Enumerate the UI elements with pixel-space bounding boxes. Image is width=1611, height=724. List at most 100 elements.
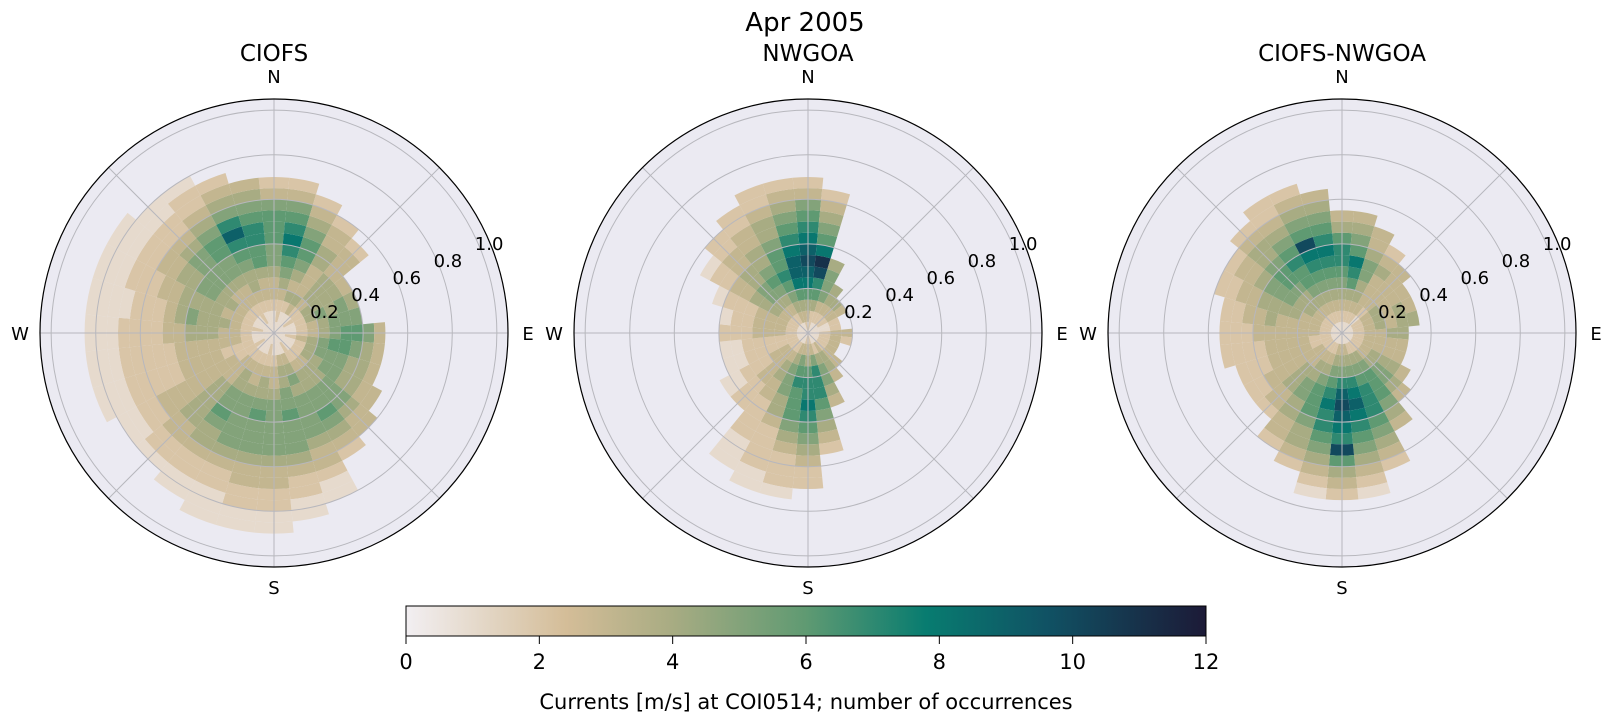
histogram-bin [744, 441, 773, 461]
histogram-bin [310, 254, 331, 273]
histogram-bin [274, 333, 278, 345]
histogram-bin [1350, 318, 1362, 328]
histogram-bin [772, 439, 798, 455]
histogram-bin [185, 340, 200, 359]
histogram-bin [1319, 396, 1336, 411]
histogram-bin [1273, 450, 1304, 472]
histogram-bin [744, 349, 759, 365]
angular-gridline [108, 332, 275, 499]
histogram-bin [263, 327, 274, 333]
histogram-bin [327, 313, 341, 328]
histogram-bin [810, 299, 818, 312]
histogram-bin [277, 342, 285, 355]
histogram-bin [203, 410, 227, 432]
histogram-bin [758, 264, 777, 282]
histogram-bin [165, 385, 188, 411]
histogram-bin [816, 338, 828, 348]
histogram-bin [730, 419, 756, 442]
histogram-bin [1332, 299, 1340, 312]
histogram-bin [1363, 323, 1376, 331]
histogram-bin [1312, 311, 1325, 323]
histogram-bin [1329, 364, 1339, 378]
histogram-bin [1220, 297, 1236, 323]
histogram-bin [741, 338, 755, 353]
histogram-bin [797, 327, 808, 333]
histogram-bin [804, 321, 808, 333]
histogram-bin [167, 453, 201, 481]
histogram-bin [234, 304, 249, 318]
histogram-bin [816, 318, 828, 328]
axis-labels: N E S W 0.2 0.4 0.6 0.8 1.0 [11, 67, 534, 599]
histogram-bin [765, 311, 779, 324]
histogram-bin [1267, 296, 1284, 314]
histogram-bin [1393, 364, 1411, 383]
histogram-bin [1351, 290, 1364, 304]
histogram-bin [839, 336, 853, 346]
histogram-bin [1308, 323, 1321, 331]
histogram-bin [776, 317, 789, 327]
histogram-bin [808, 322, 814, 333]
histogram-bin [1363, 283, 1378, 299]
histogram-bin [785, 255, 802, 270]
histogram-bin [1330, 329, 1342, 333]
histogram-bin [1361, 391, 1379, 408]
histogram-bin [1319, 326, 1332, 332]
histogram-bin [798, 299, 806, 312]
histogram-bin [276, 299, 284, 312]
histogram-bin [1322, 338, 1334, 348]
histogram-bin [116, 219, 145, 255]
histogram-bin [1374, 431, 1400, 451]
histogram-bin [814, 255, 831, 270]
histogram-bin [765, 274, 782, 290]
histogram-bin [106, 212, 137, 249]
histogram-bin [247, 372, 262, 387]
histogram-bin [283, 222, 307, 238]
histogram-bin [1367, 411, 1390, 429]
histogram-bin [308, 354, 324, 369]
histogram-bin [829, 335, 842, 343]
histogram-bin [1306, 211, 1332, 227]
histogram-bin [277, 288, 287, 302]
histogram-bin [289, 482, 323, 500]
histogram-bin [160, 175, 196, 204]
histogram-bin [85, 278, 104, 316]
histogram-bin [771, 391, 789, 408]
histogram-bin [1320, 322, 1333, 330]
histogram-bin [739, 283, 757, 302]
angular-gridline [642, 332, 809, 499]
histogram-bin [791, 375, 804, 389]
histogram-bin [709, 262, 731, 286]
histogram-bin [306, 215, 332, 235]
histogram-bin [1263, 276, 1282, 297]
histogram-bin [305, 320, 319, 330]
histogram-bin [248, 407, 267, 422]
colorbar-tick-label: 0 [399, 650, 412, 674]
histogram-bin [1347, 313, 1357, 325]
histogram-bin [195, 276, 214, 297]
direction-label: W [11, 324, 29, 345]
polar-chart-ciofs-nwgoa: CIOFS-NWGOA N E S W 0.2 0.4 0.6 0.8 1.0 [1079, 41, 1602, 599]
histogram-bin [1345, 342, 1353, 355]
histogram-bin [1342, 321, 1346, 333]
histogram-bin [813, 313, 823, 325]
histogram-bin [1350, 418, 1372, 433]
histogram-bin [160, 462, 196, 491]
histogram-bin [716, 436, 745, 461]
histogram-bin [199, 352, 216, 370]
histogram-bin [1315, 279, 1330, 294]
histogram-bin [258, 352, 268, 365]
histogram-bin [778, 418, 800, 433]
histogram-bin [1220, 343, 1236, 369]
histogram-bin [1373, 336, 1387, 346]
histogram-bin [813, 266, 828, 280]
histogram-bin [216, 431, 242, 451]
histogram-bin [1283, 290, 1299, 307]
radial-tick-label: 0.6 [392, 268, 421, 289]
histogram-bin [1361, 317, 1374, 327]
histogram-bin [103, 248, 127, 285]
histogram-bin [313, 306, 328, 321]
histogram-bin [118, 347, 136, 379]
histogram-bin [362, 362, 381, 386]
histogram-bin [286, 450, 313, 467]
histogram-bin [1319, 334, 1332, 340]
